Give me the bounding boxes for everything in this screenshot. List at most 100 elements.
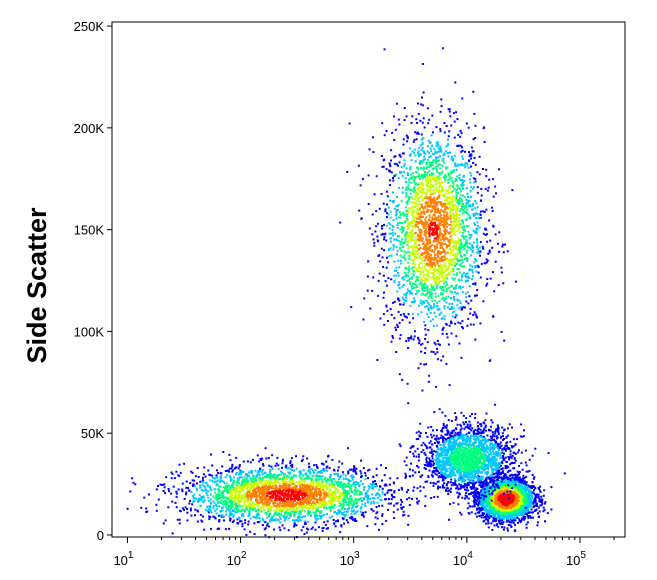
event-point-pop2 [276,474,279,477]
event-point-pop2 [354,483,357,486]
event-point-pop1 [443,177,446,180]
event-point-pop2 [279,490,282,493]
event-point-pop1 [433,266,436,269]
event-point-pop1 [465,122,468,125]
event-point-pop1 [392,336,394,339]
event-point-pop1 [449,252,452,255]
event-point-pop1 [413,286,416,289]
event-point-pop1 [444,243,447,246]
event-point-pop2 [246,474,249,477]
event-point-pop1 [409,304,412,307]
event-point-pop1 [447,196,450,199]
event-point-pop2 [190,514,193,517]
event-point-pop1 [423,155,426,158]
event-point-pop2 [253,494,255,497]
event-point-pop2 [209,516,212,518]
event-point-pop1 [417,270,420,273]
event-point-pop1 [412,259,415,262]
event-point-pop1 [454,316,457,319]
event-point-pop1 [443,259,446,262]
event-point-pop1 [489,359,492,362]
event-point-pop2 [279,486,282,489]
event-point-pop1 [422,274,425,277]
event-point-pop2 [408,496,411,499]
event-point-pop1 [414,203,417,206]
event-point-pop1 [411,312,414,315]
event-point-pop1 [470,165,472,168]
event-point-pop1 [412,274,415,277]
event-point-pop1 [360,217,363,220]
event-point-pop2 [222,486,225,489]
event-point-pop1 [456,267,459,270]
event-point-pop1 [465,280,468,283]
event-point-pop2 [221,492,224,495]
event-point-pop2 [318,478,321,481]
event-point-pop2 [291,501,294,504]
event-point-pop1 [430,185,433,188]
event-point-pop2 [269,472,272,475]
event-point-pop1 [432,276,435,278]
event-point-pop1 [440,209,443,212]
event-point-pop2 [362,515,365,518]
event-point-pop2 [347,490,350,493]
event-point-pop2 [376,492,379,495]
event-point-pop2 [320,516,323,519]
event-point-pop2 [283,482,286,485]
event-point-pop1 [444,167,447,170]
event-point-pop2 [289,508,291,511]
event-point-pop1 [367,174,370,177]
event-point-pop2 [209,498,212,501]
event-point-pop2 [221,465,224,468]
event-point-pop1 [455,292,458,295]
event-point-pop2 [234,491,237,494]
event-point-pop1 [440,150,443,153]
event-point-pop1 [441,205,444,208]
event-point-pop2 [210,489,213,492]
event-point-pop1 [420,343,422,346]
event-point-pop1 [409,168,412,171]
event-point-pop1 [437,266,440,268]
event-point-pop1 [434,352,437,355]
event-point-pop2 [297,497,300,500]
event-point-pop1 [435,183,438,186]
event-point-pop1 [426,289,429,292]
event-point-pop1 [415,215,418,218]
event-point-pop2 [313,496,316,499]
event-point-pop2 [292,479,295,482]
event-point-pop1 [413,266,416,269]
event-point-pop2 [254,481,257,484]
event-point-pop2 [298,474,301,477]
event-point-pop2 [360,493,363,496]
event-point-pop1 [477,271,480,274]
event-point-pop1 [474,259,477,261]
event-point-pop1 [406,274,409,277]
event-point-pop1 [407,226,410,229]
event-point-pop1 [441,187,444,190]
event-point-pop1 [447,135,450,138]
event-point-pop1 [491,246,494,249]
event-point-pop2 [348,507,351,510]
event-point-pop1 [455,287,457,290]
event-point-pop1 [427,165,430,168]
event-point-pop2 [306,491,309,494]
event-point-pop2 [231,512,233,515]
event-point-pop1 [405,195,408,198]
event-point-pop1 [416,166,418,169]
event-point-pop1 [421,192,423,194]
event-point-pop2 [337,489,340,492]
event-point-pop1 [454,81,457,84]
event-point-pop1 [463,179,466,182]
event-point-pop1 [387,213,390,216]
event-point-pop2 [279,493,282,496]
event-point-pop1 [435,145,438,147]
event-point-pop1 [415,289,418,292]
event-point-pop2 [233,494,236,497]
event-point-pop1 [420,221,423,224]
event-point-pop2 [234,487,237,490]
event-point-pop1 [433,153,435,155]
event-point-pop1 [452,215,455,218]
event-point-pop2 [258,474,261,477]
event-point-pop2 [197,510,199,513]
event-point-pop1 [424,305,427,308]
event-point-pop2 [303,510,306,513]
